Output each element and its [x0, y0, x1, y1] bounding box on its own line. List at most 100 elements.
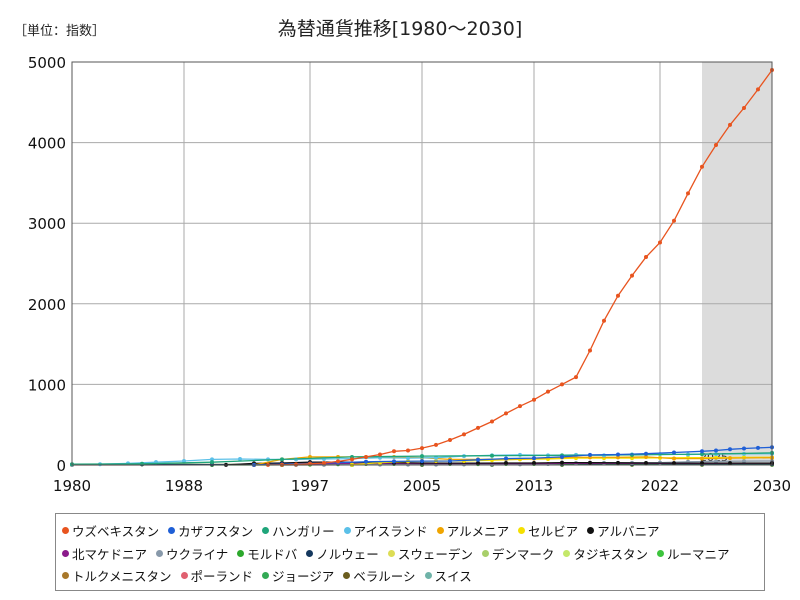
data-point	[518, 404, 522, 409]
data-point	[434, 455, 438, 460]
legend-item: セルビア	[518, 520, 578, 542]
data-point	[560, 382, 564, 387]
data-point	[406, 448, 410, 453]
data-point	[560, 454, 564, 459]
data-point	[462, 432, 466, 437]
data-point	[392, 459, 396, 464]
data-point	[588, 348, 592, 353]
data-point	[742, 446, 746, 451]
legend-marker	[518, 527, 526, 534]
legend-item: アルバニア	[587, 520, 659, 542]
legend-label: アイスランド	[353, 524, 428, 539]
chart-legend: ウズベキスタン カザフスタン ハンガリー アイスランド アルメニア セルビア アルバニア北マ…	[55, 513, 765, 591]
legend-item: ポーランド	[180, 565, 254, 587]
data-point	[210, 460, 214, 465]
forecast-region	[702, 62, 772, 465]
data-point	[630, 273, 634, 278]
legend-marker	[62, 527, 69, 534]
legend-item: スウェーデン	[387, 542, 473, 564]
data-point	[378, 452, 382, 457]
legend-label: セルビア	[528, 524, 579, 539]
x-tick-label: 2005	[403, 477, 441, 495]
series-line	[253, 446, 773, 466]
legend-label: 北マケドニア	[72, 546, 148, 562]
data-point	[602, 318, 606, 323]
data-point	[700, 461, 704, 466]
legend-item: カザフスタン	[168, 520, 253, 542]
data-point	[700, 452, 704, 457]
data-point	[420, 459, 424, 464]
legend-marker	[180, 572, 188, 579]
data-point	[728, 447, 732, 452]
legend-label: ジョージア	[272, 569, 335, 584]
legend-label: カザフスタン	[178, 524, 254, 539]
data-point	[504, 411, 508, 416]
legend-marker	[387, 549, 395, 557]
data-point	[210, 457, 214, 462]
data-point	[364, 459, 368, 464]
data-point	[406, 456, 410, 461]
legend-item: ウズベキスタン	[62, 520, 159, 542]
legend-label: ポーランド	[190, 569, 254, 584]
x-tick-label: 1988	[165, 477, 203, 495]
data-point	[420, 446, 424, 451]
legend-marker	[262, 527, 270, 534]
data-point	[350, 457, 354, 462]
legend-marker	[424, 572, 432, 579]
y-tick-label: 0	[56, 457, 66, 475]
legend-marker	[62, 549, 69, 557]
data-point	[644, 451, 648, 456]
data-point	[616, 460, 620, 465]
legend-item: ベラルーシ	[343, 565, 416, 587]
legend-item: ウクライナ	[156, 542, 228, 564]
data-point	[742, 105, 746, 110]
data-point	[756, 445, 760, 450]
x-tick-label: 1980	[53, 477, 91, 495]
data-point	[364, 454, 368, 459]
legend-marker	[262, 572, 270, 579]
legend-marker	[656, 549, 664, 557]
data-point	[322, 460, 326, 465]
data-point	[714, 459, 718, 464]
legend-label: トルクメニスタン	[72, 569, 172, 584]
legend-marker	[436, 527, 444, 534]
legend-marker	[343, 572, 351, 579]
data-point	[504, 460, 508, 465]
legend-item: 北マケドニア	[62, 542, 147, 564]
data-point	[714, 448, 718, 453]
data-point	[504, 456, 508, 461]
data-point	[616, 452, 620, 457]
legend-label: タジキスタン	[573, 546, 648, 562]
legend-label: ハンガリー	[272, 524, 335, 539]
data-point	[616, 455, 620, 460]
legend-label: スウェーデン	[397, 546, 473, 562]
data-point	[546, 389, 550, 394]
data-point	[434, 442, 438, 447]
data-point	[644, 460, 648, 465]
legend-item: アルメニア	[436, 520, 510, 542]
data-point	[182, 458, 186, 463]
data-point	[742, 459, 746, 464]
legend-item: モルドバ	[237, 542, 297, 564]
legend-item: アイスランド	[343, 520, 428, 542]
legend-label: アルメニア	[446, 524, 510, 539]
data-point	[616, 293, 620, 298]
data-point	[392, 449, 396, 454]
data-point	[700, 449, 704, 454]
x-tick-label: 1997	[291, 477, 329, 495]
data-point	[294, 462, 298, 467]
y-tick-label: 4000	[28, 135, 66, 153]
data-point	[686, 191, 690, 196]
data-point	[672, 218, 676, 223]
data-point	[728, 461, 732, 466]
legend-item: ルーマニア	[656, 542, 730, 564]
data-point	[714, 143, 718, 148]
data-point	[756, 87, 760, 92]
x-tick-label: 2030	[753, 477, 791, 495]
legend-item: ジョージア	[262, 565, 334, 587]
legend-item: スイス	[424, 565, 472, 587]
legend-marker	[168, 527, 176, 534]
data-point	[700, 164, 704, 169]
legend-label: アルバニア	[597, 524, 660, 539]
